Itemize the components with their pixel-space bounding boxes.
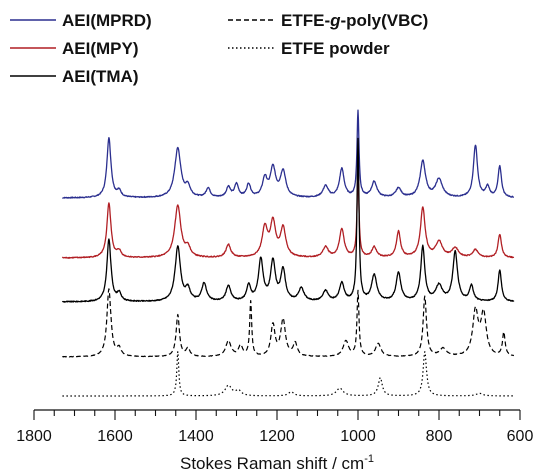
series-line-etfe-g-poly-vbc — [62, 288, 515, 358]
legend-label-etfe-italic: g — [329, 11, 341, 30]
x-axis: 1800 1600 1400 1200 1000 800 600 — [16, 409, 534, 445]
x-tick-label: 1800 — [16, 428, 52, 445]
legend-label-aei-mprd: AEI(MPRD) — [62, 11, 152, 30]
series-line-aei-tma — [61, 137, 515, 303]
x-tick-label: 800 — [426, 428, 453, 445]
legend-label-etfe-suffix: -poly(VBC) — [341, 11, 429, 30]
x-tick-label: 600 — [507, 428, 534, 445]
series-line-aei-mpy — [61, 175, 515, 259]
x-axis-title-sup: -1 — [364, 453, 374, 465]
series-line-aei-mprd — [61, 109, 515, 199]
x-tick-label: 1200 — [259, 428, 295, 445]
x-axis-title-main: Stokes Raman shift / cm — [180, 454, 364, 473]
legend-label-etfe-prefix: ETFE- — [281, 11, 330, 30]
legend: AEI(MPRD) AEI(MPY) AEI(TMA) ETFE-g-poly(… — [10, 11, 428, 86]
x-tick-label: 1000 — [340, 428, 376, 445]
legend-label-aei-mpy: AEI(MPY) — [62, 39, 139, 58]
series-layer — [61, 109, 515, 397]
series-line-etfe-powder — [62, 351, 515, 397]
legend-label-etfe-g-poly-vbc: ETFE-g-poly(VBC) — [281, 11, 428, 30]
legend-label-etfe-powder: ETFE powder — [281, 39, 390, 58]
legend-label-aei-tma: AEI(TMA) — [62, 67, 138, 86]
x-tick-label: 1600 — [97, 428, 133, 445]
x-tick-label: 1400 — [178, 428, 214, 445]
x-axis-title: Stokes Raman shift / cm-1 — [180, 453, 374, 473]
